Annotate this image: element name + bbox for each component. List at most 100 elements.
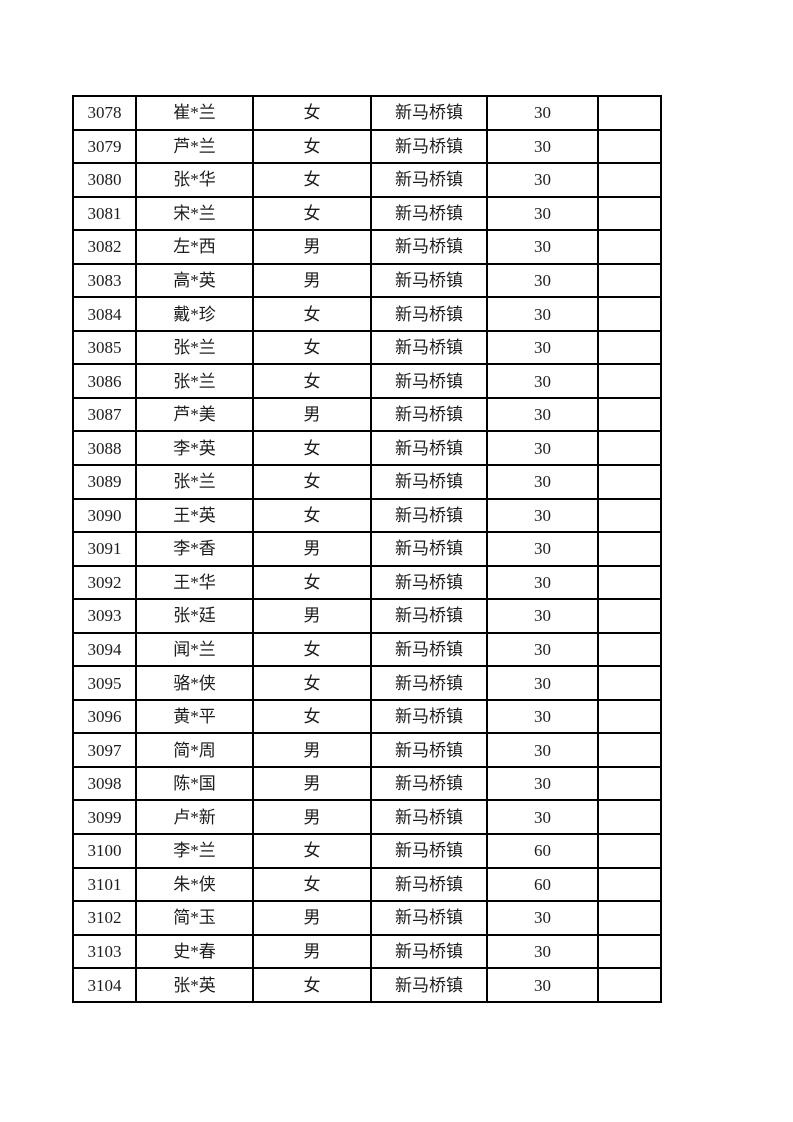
cell-name: 简*周 bbox=[135, 732, 254, 768]
cell-amount: 30 bbox=[486, 262, 599, 299]
cell-name: 张*华 bbox=[135, 162, 254, 198]
cell-name: 宋*兰 bbox=[135, 195, 254, 232]
cell-town: 新马桥镇 bbox=[370, 430, 488, 467]
cell-gender: 女 bbox=[252, 497, 372, 534]
cell-serial-number: 3098 bbox=[72, 765, 137, 802]
cell-gender: 男 bbox=[252, 765, 372, 802]
table-row: 3096 黄*平 女 新马桥镇 30 bbox=[72, 698, 662, 735]
cell-gender: 女 bbox=[252, 296, 372, 332]
cell-note bbox=[597, 564, 662, 601]
cell-serial-number: 3081 bbox=[72, 195, 137, 232]
cell-gender: 女 bbox=[252, 698, 372, 735]
cell-name: 张*兰 bbox=[135, 329, 254, 366]
cell-town: 新马桥镇 bbox=[370, 698, 488, 735]
cell-note bbox=[597, 665, 662, 701]
table-row: 3097 简*周 男 新马桥镇 30 bbox=[72, 732, 662, 768]
cell-amount: 30 bbox=[486, 195, 599, 232]
cell-gender: 男 bbox=[252, 262, 372, 299]
cell-name: 李*香 bbox=[135, 531, 254, 567]
cell-amount: 30 bbox=[486, 95, 599, 131]
cell-gender: 男 bbox=[252, 396, 372, 433]
cell-gender: 女 bbox=[252, 195, 372, 232]
cell-gender: 女 bbox=[252, 128, 372, 165]
cell-town: 新马桥镇 bbox=[370, 497, 488, 534]
cell-amount: 30 bbox=[486, 531, 599, 567]
cell-amount: 30 bbox=[486, 598, 599, 634]
cell-serial-number: 3099 bbox=[72, 799, 137, 836]
cell-town: 新马桥镇 bbox=[370, 866, 488, 903]
cell-note bbox=[597, 900, 662, 936]
cell-town: 新马桥镇 bbox=[370, 833, 488, 869]
cell-amount: 30 bbox=[486, 162, 599, 198]
cell-town: 新马桥镇 bbox=[370, 195, 488, 232]
cell-town: 新马桥镇 bbox=[370, 262, 488, 299]
cell-serial-number: 3101 bbox=[72, 866, 137, 903]
cell-gender: 男 bbox=[252, 799, 372, 836]
cell-amount: 30 bbox=[486, 967, 599, 1003]
cell-gender: 男 bbox=[252, 531, 372, 567]
cell-serial-number: 3078 bbox=[72, 95, 137, 131]
cell-town: 新马桥镇 bbox=[370, 564, 488, 601]
cell-gender: 女 bbox=[252, 430, 372, 467]
cell-amount: 30 bbox=[486, 363, 599, 399]
cell-town: 新马桥镇 bbox=[370, 229, 488, 265]
cell-note bbox=[597, 363, 662, 399]
cell-amount: 30 bbox=[486, 799, 599, 836]
table-row: 3079 芦*兰 女 新马桥镇 30 bbox=[72, 128, 662, 165]
cell-town: 新马桥镇 bbox=[370, 765, 488, 802]
cell-note bbox=[597, 765, 662, 802]
table-row: 3094 闻*兰 女 新马桥镇 30 bbox=[72, 631, 662, 668]
cell-amount: 60 bbox=[486, 866, 599, 903]
table-row: 3090 王*英 女 新马桥镇 30 bbox=[72, 497, 662, 534]
cell-town: 新马桥镇 bbox=[370, 598, 488, 634]
cell-town: 新马桥镇 bbox=[370, 631, 488, 668]
cell-amount: 30 bbox=[486, 464, 599, 500]
cell-amount: 30 bbox=[486, 430, 599, 467]
cell-town: 新马桥镇 bbox=[370, 464, 488, 500]
cell-note bbox=[597, 531, 662, 567]
cell-name: 张*英 bbox=[135, 967, 254, 1003]
cell-serial-number: 3095 bbox=[72, 665, 137, 701]
cell-note bbox=[597, 329, 662, 366]
cell-town: 新马桥镇 bbox=[370, 665, 488, 701]
cell-name: 朱*侠 bbox=[135, 866, 254, 903]
cell-name: 闻*兰 bbox=[135, 631, 254, 668]
cell-name: 骆*侠 bbox=[135, 665, 254, 701]
table-row: 3100 李*兰 女 新马桥镇 60 bbox=[72, 833, 662, 869]
table-row: 3089 张*兰 女 新马桥镇 30 bbox=[72, 464, 662, 500]
table-row: 3085 张*兰 女 新马桥镇 30 bbox=[72, 329, 662, 366]
cell-note bbox=[597, 497, 662, 534]
cell-gender: 女 bbox=[252, 363, 372, 399]
cell-amount: 30 bbox=[486, 128, 599, 165]
cell-serial-number: 3104 bbox=[72, 967, 137, 1003]
cell-note bbox=[597, 95, 662, 131]
cell-amount: 30 bbox=[486, 564, 599, 601]
cell-town: 新马桥镇 bbox=[370, 933, 488, 970]
cell-amount: 30 bbox=[486, 765, 599, 802]
cell-name: 张*廷 bbox=[135, 598, 254, 634]
cell-name: 芦*美 bbox=[135, 396, 254, 433]
cell-gender: 女 bbox=[252, 631, 372, 668]
cell-name: 高*英 bbox=[135, 262, 254, 299]
cell-gender: 女 bbox=[252, 665, 372, 701]
cell-amount: 30 bbox=[486, 296, 599, 332]
cell-name: 王*英 bbox=[135, 497, 254, 534]
cell-serial-number: 3087 bbox=[72, 396, 137, 433]
table-row: 3082 左*西 男 新马桥镇 30 bbox=[72, 229, 662, 265]
cell-name: 卢*新 bbox=[135, 799, 254, 836]
cell-name: 李*英 bbox=[135, 430, 254, 467]
table-body: 3078 崔*兰 女 新马桥镇 30 3079 芦*兰 女 新马桥镇 30 30… bbox=[72, 95, 662, 1003]
cell-name: 王*华 bbox=[135, 564, 254, 601]
cell-serial-number: 3100 bbox=[72, 833, 137, 869]
table-row: 3078 崔*兰 女 新马桥镇 30 bbox=[72, 95, 662, 131]
cell-serial-number: 3090 bbox=[72, 497, 137, 534]
cell-amount: 30 bbox=[486, 933, 599, 970]
table-row: 3087 芦*美 男 新马桥镇 30 bbox=[72, 396, 662, 433]
cell-amount: 30 bbox=[486, 329, 599, 366]
cell-serial-number: 3084 bbox=[72, 296, 137, 332]
cell-town: 新马桥镇 bbox=[370, 799, 488, 836]
cell-name: 戴*珍 bbox=[135, 296, 254, 332]
cell-gender: 女 bbox=[252, 464, 372, 500]
cell-town: 新马桥镇 bbox=[370, 732, 488, 768]
cell-town: 新马桥镇 bbox=[370, 900, 488, 936]
